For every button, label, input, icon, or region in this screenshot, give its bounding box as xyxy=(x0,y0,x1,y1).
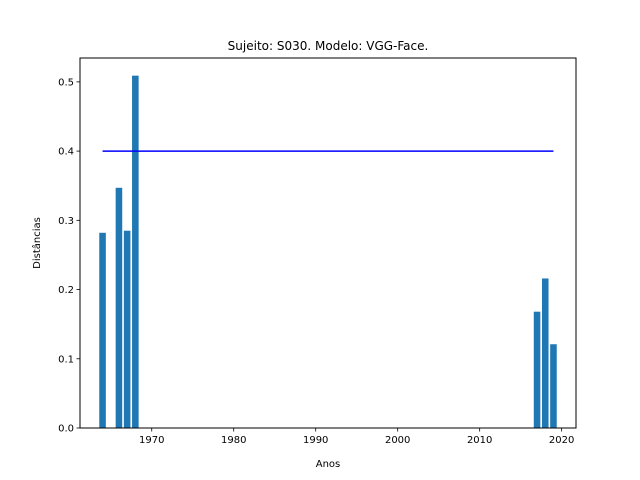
bar-1964 xyxy=(99,232,106,428)
x-tick-label-2020: 2020 xyxy=(549,435,574,446)
x-tick-label-2010: 2010 xyxy=(467,435,492,446)
y-tick-label-5: 0.5 xyxy=(58,77,74,88)
y-tick-label-2: 0.2 xyxy=(58,285,74,296)
y-tick-label-3: 0.3 xyxy=(58,216,74,227)
bar-2017 xyxy=(533,311,541,428)
y-tick-label-0: 0.0 xyxy=(58,424,74,435)
y-tick-label-1: 0.1 xyxy=(58,354,74,365)
y-tick-label-4: 0.4 xyxy=(58,147,74,158)
y-axis: 0.0 0.1 0.2 0.3 0.4 0.5 xyxy=(58,77,80,435)
x-tick-label-1980: 1980 xyxy=(221,435,246,446)
x-tick-label-1970: 1970 xyxy=(139,435,164,446)
x-axis-label: Anos xyxy=(316,459,341,470)
bar-1967 xyxy=(123,230,131,428)
y-axis-label: Distâncias xyxy=(31,217,43,269)
x-axis: 1970 1980 1990 2000 2010 2020 xyxy=(139,428,574,446)
plot-frame xyxy=(79,57,577,429)
bar-1966 xyxy=(115,187,123,428)
x-tick-label-2000: 2000 xyxy=(385,435,410,446)
bars-group xyxy=(99,75,557,428)
bar-2019 xyxy=(550,344,557,428)
bar-1968 xyxy=(132,75,139,428)
chart-title: Sujeito: S030. Modelo: VGG-Face. xyxy=(228,39,429,53)
x-tick-label-1990: 1990 xyxy=(303,435,328,446)
bar-2018 xyxy=(541,278,549,428)
